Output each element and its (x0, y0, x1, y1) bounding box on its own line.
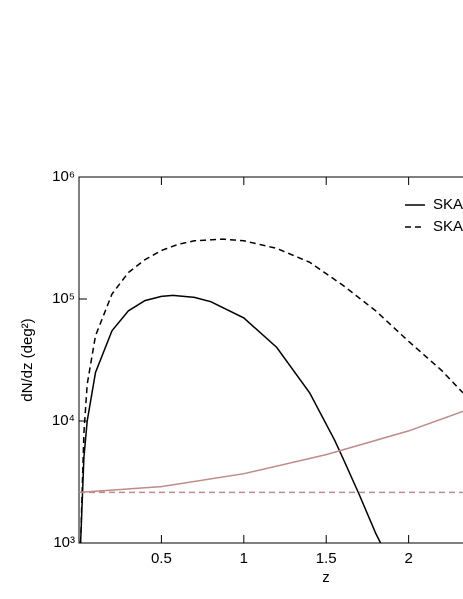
legend-label: SKA (433, 196, 463, 213)
x-tick-label: 1.5 (316, 550, 337, 567)
y-tick-label: 10⁵ (52, 290, 75, 307)
legend-label: SKA (433, 218, 463, 235)
y-tick-label: 10⁶ (52, 168, 75, 185)
series-line (79, 294, 382, 544)
x-axis-label: z (322, 569, 330, 586)
series-line (79, 238, 463, 544)
x-tick-label: 1 (240, 550, 248, 567)
y-tick-label: 10⁴ (52, 412, 75, 429)
y-axis-label: dN/dz (deg²) (19, 318, 36, 401)
plot-frame (78, 176, 463, 544)
series-line (78, 410, 463, 494)
x-tick-label: 2 (404, 550, 412, 567)
y-tick-label: 10³ (53, 534, 75, 551)
x-tick-label: 0.5 (151, 550, 172, 567)
